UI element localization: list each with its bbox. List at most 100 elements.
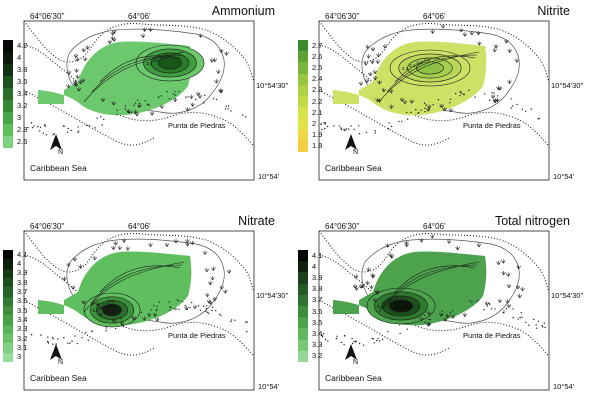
shoreline-dot [153,304,155,307]
shoreline-dot [205,310,207,312]
contour-label: 2.5 [424,57,431,62]
shoreline-dot [211,309,213,312]
mangrove-symbol [409,99,415,104]
shoreline-dot [336,335,338,338]
north-label: N [353,359,359,366]
shoreline-dot [486,305,489,307]
mangrove-symbol [425,322,431,327]
shoreline-dot [528,324,530,326]
legend-swatch [3,76,13,88]
legend-label: 3.9 [17,268,28,278]
legend-swatch [298,317,308,329]
mangrove-symbol [218,89,224,94]
mangrove-symbol [146,312,152,317]
map-title: Ammonium [211,4,275,18]
shoreline-dot [38,130,41,132]
shoreline-dot [70,129,72,132]
shoreline-dot [322,333,325,335]
shoreline-dot [158,301,161,304]
mangrove-symbol [90,301,95,306]
contour-map: 2.22.12.32.5 [318,20,550,181]
shoreline-dot [246,330,248,333]
mangrove-symbol [458,28,464,33]
mangrove-symbol [195,91,201,96]
longitude-label: 64°06'30'' [30,222,65,231]
mangrove-symbol [117,245,123,250]
shoreline-dot [81,337,83,339]
legend-label: 3.8 [312,284,323,294]
shoreline-dot [138,102,141,105]
shoreline-dot [517,318,519,320]
mangrove-symbol [125,246,131,251]
contour-line [99,55,181,83]
shoreline-dot [178,300,180,302]
legend-label: 3.7 [17,287,28,296]
shoreline-dot [324,338,327,341]
contour-line [394,265,476,293]
map-panel: 3.4 3.6 3.8 4 Ammonium 64°06'30'' 64°06' 10°54'… [0,0,295,209]
shoreline-dot [505,307,508,310]
coastline [318,44,550,147]
mangrove-symbol [119,321,125,326]
mangrove-symbol [442,107,447,112]
legend-label: 3.5 [17,305,28,315]
contour-label: 2.3 [416,60,423,65]
shoreline-dot [382,338,384,341]
shoreline-dot [128,112,131,114]
mangrove-symbol [425,107,431,112]
shoreline-dot [530,108,533,110]
shoreline-dot [484,93,486,95]
shoreline-dot [424,107,426,109]
shoreline-dot [437,99,440,101]
shoreline-dot [420,109,422,112]
mangrove-symbol [204,292,210,298]
legend-swatch [298,84,308,96]
mangrove-symbol [99,305,104,310]
legend-swatch [3,278,13,288]
latitude-label: 10°54' [258,382,280,391]
mangrove-symbol [75,57,80,62]
legend-swatch [298,272,308,284]
legend-swatch [3,287,13,297]
mangrove-symbol [78,264,83,269]
shoreline-dot [345,128,348,130]
mangrove-symbol [370,274,376,279]
shoreline-dot [491,91,493,94]
north-arrow-icon [345,134,357,150]
legend-swatch [298,250,308,262]
mangrove-symbol [426,104,432,109]
legend-label: 4 [17,259,22,268]
mangrove-symbol [192,304,198,309]
legend-label: 2.4 [312,74,323,84]
shoreline-dot [77,130,80,132]
mangrove-symbol [148,27,153,32]
legend-swatch [3,268,13,278]
coastline [23,44,255,147]
contour-map: 3.53.73.94 [318,230,550,391]
mangrove-symbol [501,259,506,264]
map-title: Nitrate [238,214,275,228]
legend-label: 2 [312,119,317,128]
longitude-label: 64°06' [423,222,446,231]
shoreline-dot [461,92,463,95]
contour-label: 3.7 [102,302,109,307]
shoreline-dot [477,299,480,302]
shoreline-dot [33,125,35,127]
shoreline-dot [42,132,45,134]
shoreline-dot [417,316,419,318]
mangrove-symbol [462,312,468,317]
coastline [23,89,155,146]
legend-swatch [3,64,13,76]
mangrove-symbol [450,314,456,319]
legend-swatch [298,118,308,130]
legend-swatch [298,96,308,108]
mangrove-symbol [419,316,424,322]
legend-label: 2.6 [17,137,28,146]
shoreline-dot [424,110,426,113]
legend-swatch [298,129,308,141]
mangrove-symbol [365,44,370,49]
contour-line [158,56,182,70]
shoreline-dot [101,124,104,126]
mangrove-symbol [85,45,90,50]
legend-label: 3.4 [17,89,28,98]
